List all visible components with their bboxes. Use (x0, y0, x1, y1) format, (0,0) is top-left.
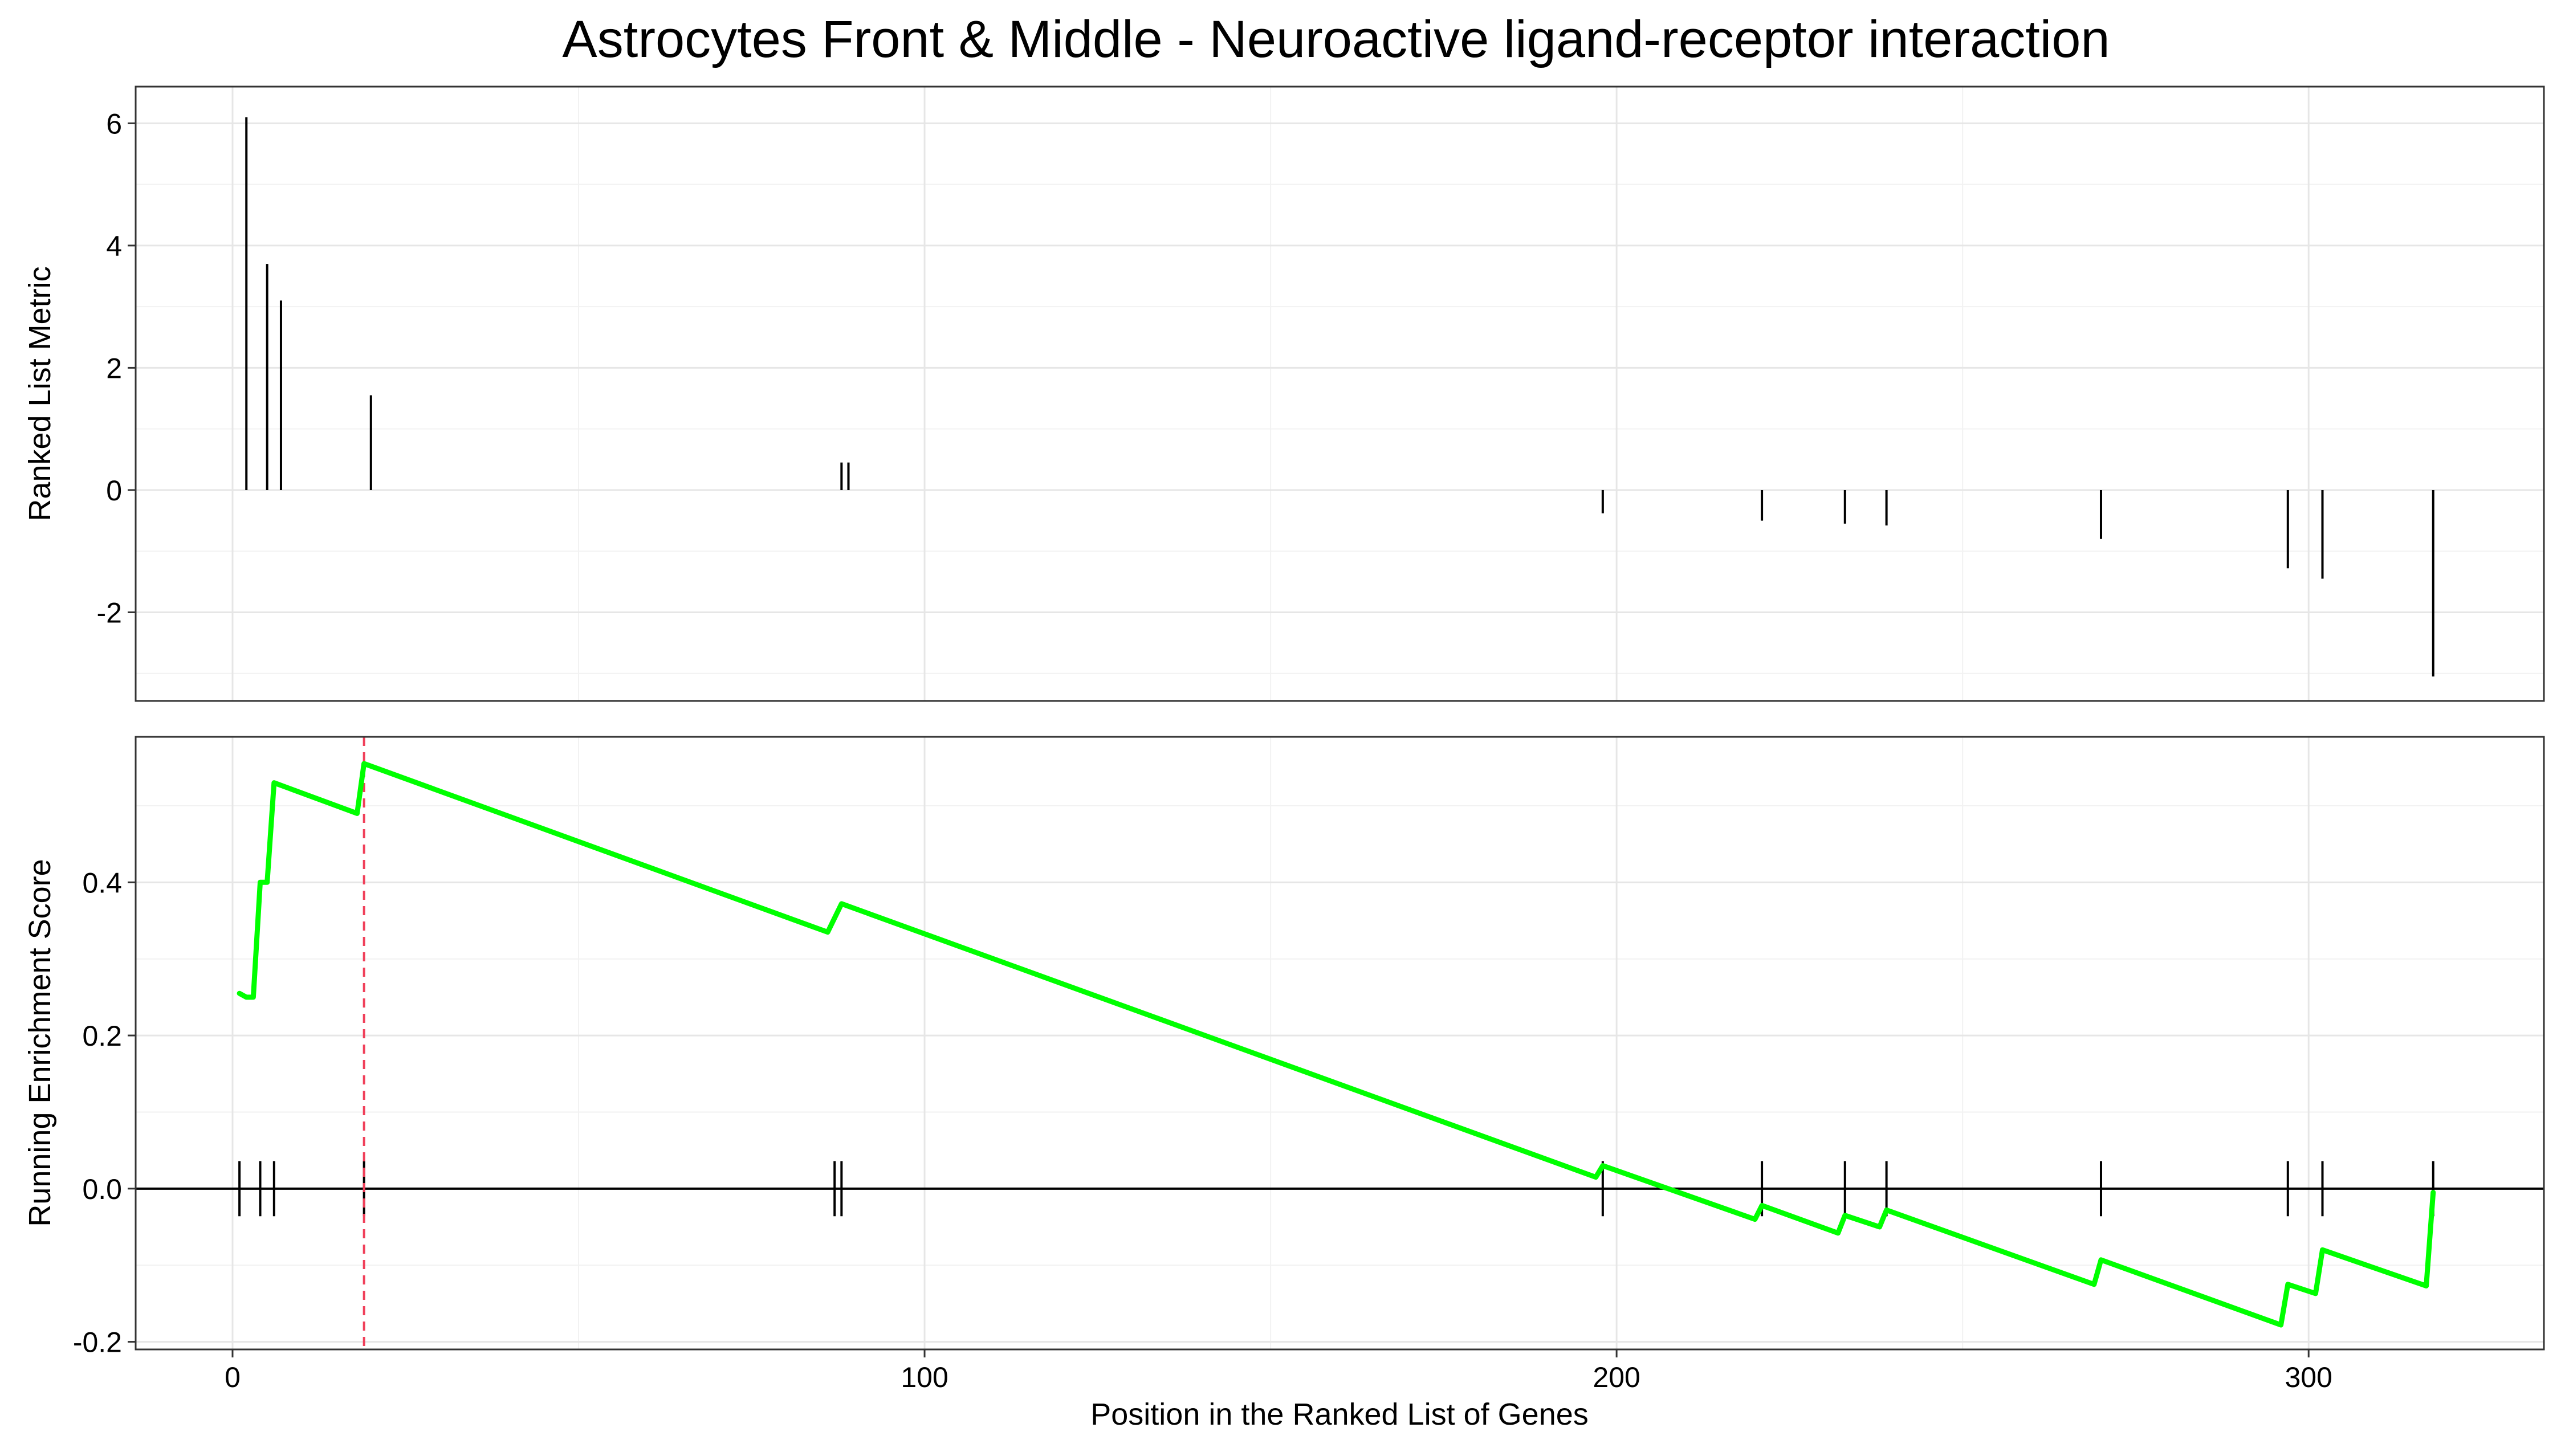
ranked-metric-y-ticks: -2 0 2 4 6 (97, 108, 136, 629)
ranked-metric-grid (136, 87, 2544, 701)
x-tick-label: 300 (2285, 1361, 2332, 1393)
ranked-metric-bars (245, 117, 2434, 677)
x-tick-label: 100 (901, 1361, 948, 1393)
y-tick-label: 0.0 (82, 1173, 122, 1205)
running-enrichment-score-line (237, 761, 2436, 1328)
running-enrichment-score-panel-border (135, 736, 2545, 1351)
y-tick-label: -0.2 (73, 1327, 122, 1359)
x-axis-label: Position in the Ranked List of Genes (1090, 1397, 1589, 1431)
running-enrichment-score-panel-background (136, 737, 2544, 1349)
y-tick-label: 6 (106, 108, 122, 140)
y-tick-label: 4 (106, 230, 122, 262)
y-tick-label: 0 (106, 475, 122, 507)
running-enrichment-score-y-ticks: -0.2 0.0 0.2 0.4 (73, 867, 136, 1359)
ranked-metric-panel-border (135, 85, 2545, 702)
y-tick-label: 0.2 (82, 1020, 122, 1052)
y-tick-label: -2 (97, 597, 122, 629)
y-tick-label: 2 (106, 352, 122, 384)
x-tick-label: 0 (225, 1361, 241, 1393)
ranked-metric-panel-background (136, 87, 2544, 701)
x-tick-label: 200 (1593, 1361, 1640, 1393)
chart-title: Astrocytes Front & Middle - Neuroactive … (562, 10, 2110, 68)
ranked-metric-y-label: Ranked List Metric (23, 266, 57, 521)
ranked-metric-panel: -2 0 2 4 6 Ranked List Metric (23, 85, 2545, 702)
running-enrichment-score-panel: -0.2 0.0 0.2 0.4 Running Enrichment Score (23, 736, 2545, 1359)
running-enrichment-score-y-label: Running Enrichment Score (23, 859, 57, 1226)
x-axis: 0 100 200 300 (225, 1349, 2332, 1393)
y-tick-label: 0.4 (82, 867, 122, 899)
